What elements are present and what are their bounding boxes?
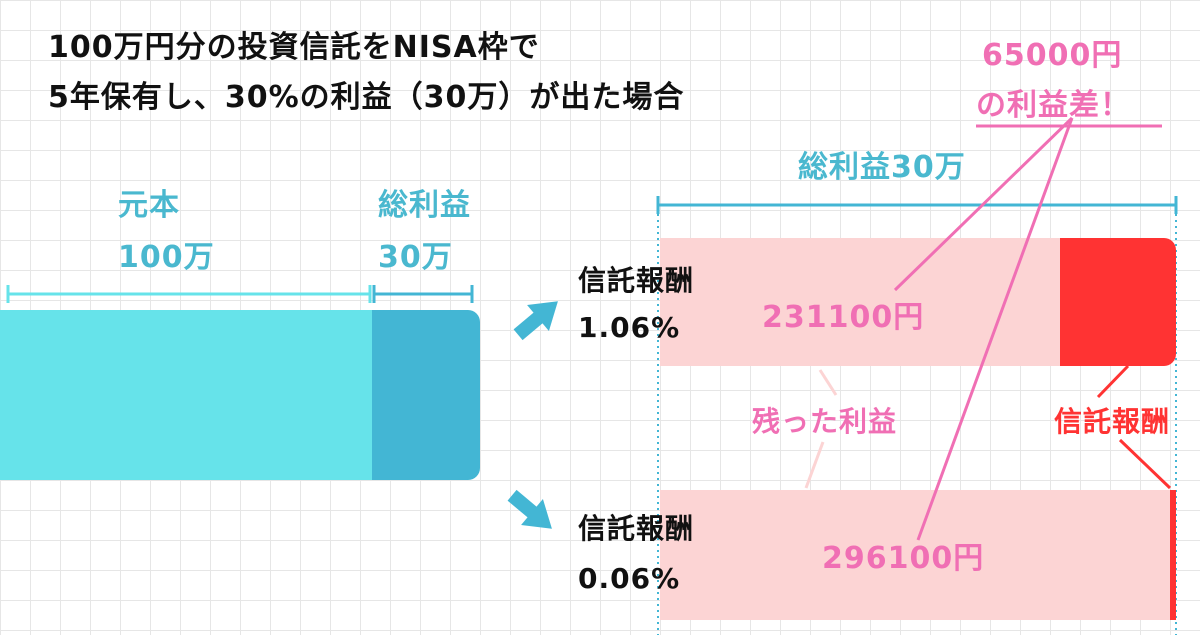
total-profit-bracket (656, 196, 1178, 214)
fee-pointer-2 (1118, 438, 1172, 490)
remaining-profit-1: 231100円 (762, 300, 925, 335)
remaining-profit-2: 296100円 (822, 541, 985, 576)
arrow-up-right-icon (513, 301, 558, 341)
remaining-pointer-1 (818, 369, 838, 396)
principal-bracket (6, 285, 372, 303)
remaining-bar-2 (660, 490, 1170, 620)
fee-label: 信託報酬 (1054, 405, 1171, 438)
profit-value: 30万 (378, 240, 453, 275)
difference-line-2: の利益差！ (976, 88, 1131, 123)
fee-title-2: 信託報酬 (578, 512, 695, 545)
principal-bar (0, 310, 372, 480)
remaining-profit-label: 残った利益 (752, 405, 898, 438)
remaining-pointer-2 (804, 441, 825, 489)
arrow-down-right-icon (507, 489, 552, 529)
principal-label: 元本 (118, 188, 180, 223)
title-line-2: 5年保有し、30%の利益（30万）が出た場合 (48, 80, 685, 115)
fee-rate-2: 0.06% (578, 562, 681, 595)
profit-label: 総利益 (378, 188, 471, 223)
fee-rate-1: 1.06% (578, 311, 681, 344)
fee-title-1: 信託報酬 (578, 264, 695, 297)
principal-value: 100万 (118, 240, 215, 275)
difference-line-1: 65000円 (982, 38, 1123, 73)
profit-bracket (372, 285, 474, 303)
remaining-bar-1 (660, 238, 1060, 366)
fee-pointer-1 (1096, 364, 1130, 399)
fee-bar-1 (1060, 238, 1176, 366)
fee-bar-2 (1170, 490, 1176, 620)
total-profit-label: 総利益30万 (798, 150, 966, 185)
callout-line-1 (893, 116, 1074, 292)
title-line-1: 100万円分の投資信託をNISA枠で (48, 30, 540, 65)
profit-bar (372, 310, 480, 480)
callout-line-2 (916, 117, 1074, 541)
